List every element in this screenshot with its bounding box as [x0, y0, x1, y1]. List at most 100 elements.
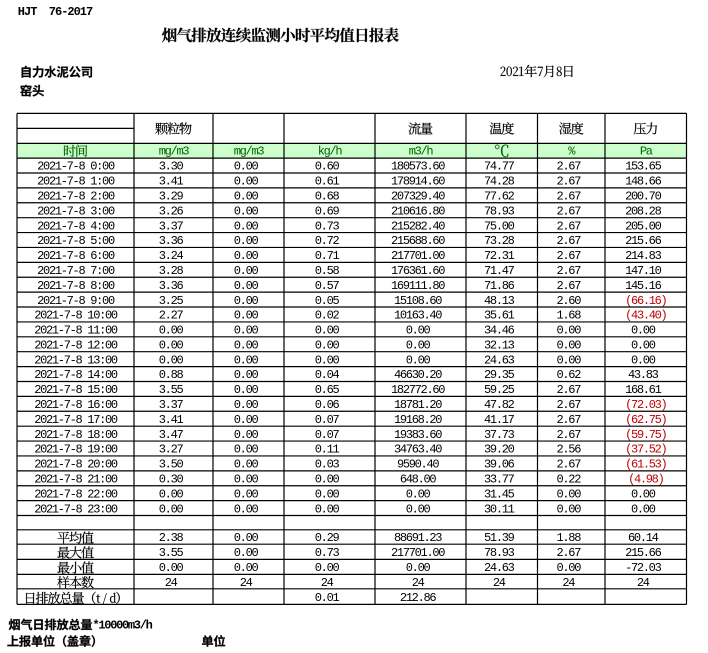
svg-text:0.00: 0.00 [234, 443, 259, 457]
svg-text:0.00: 0.00 [556, 561, 581, 575]
svg-text:0.61: 0.61 [315, 175, 340, 189]
svg-text:3.27: 3.27 [159, 443, 184, 457]
svg-text:2021-7-8 3:00: 2021-7-8 3:00 [37, 204, 115, 218]
svg-text:37.73: 37.73 [484, 428, 515, 442]
svg-text:(61.53): (61.53) [625, 458, 666, 472]
svg-text:215282.40: 215282.40 [391, 219, 445, 233]
svg-text:2021-7-8 17:00: 2021-7-8 17:00 [34, 413, 118, 427]
svg-text:24.63: 24.63 [484, 561, 515, 575]
svg-text:10163.40: 10163.40 [394, 309, 442, 323]
svg-text:214.83: 214.83 [625, 249, 662, 263]
svg-text:0.00: 0.00 [406, 353, 431, 367]
svg-text:2021-7-8 2:00: 2021-7-8 2:00 [37, 190, 115, 204]
svg-text:2.67: 2.67 [556, 234, 581, 248]
svg-text:0.00: 0.00 [234, 219, 259, 233]
svg-text:74.77: 74.77 [484, 160, 515, 174]
svg-text:2.67: 2.67 [556, 279, 581, 293]
svg-text:0.00: 0.00 [315, 339, 340, 353]
svg-text:15108.60: 15108.60 [394, 294, 442, 308]
svg-text:77.62: 77.62 [484, 190, 515, 204]
svg-text:210616.80: 210616.80 [391, 204, 445, 218]
svg-text:24: 24 [493, 576, 506, 590]
svg-text:2021-7-8 15:00: 2021-7-8 15:00 [34, 383, 118, 397]
svg-text:9590.40: 9590.40 [397, 458, 439, 472]
svg-text:2.56: 2.56 [556, 443, 581, 457]
svg-text:0.57: 0.57 [315, 279, 340, 293]
svg-text:2021-7-8 4:00: 2021-7-8 4:00 [37, 219, 115, 233]
svg-text:0.00: 0.00 [234, 383, 259, 397]
svg-text:24: 24 [321, 576, 334, 590]
svg-text:(43.40): (43.40) [625, 309, 666, 323]
svg-text:0.05: 0.05 [315, 294, 340, 308]
svg-text:169111.80: 169111.80 [391, 279, 445, 293]
svg-text:0.00: 0.00 [406, 561, 431, 575]
svg-text:0.29: 0.29 [315, 531, 340, 545]
svg-text:0.00: 0.00 [631, 324, 656, 338]
svg-text:3.28: 3.28 [159, 264, 184, 278]
svg-text:3.26: 3.26 [159, 204, 184, 218]
svg-text:0.00: 0.00 [234, 190, 259, 204]
svg-text:0.00: 0.00 [234, 561, 259, 575]
svg-text:0.00: 0.00 [234, 546, 259, 560]
svg-text:(66.16): (66.16) [625, 294, 666, 308]
svg-text:3.55: 3.55 [159, 546, 184, 560]
svg-text:(72.03): (72.03) [625, 398, 666, 412]
svg-text:0.11: 0.11 [315, 443, 340, 457]
svg-text:46630.20: 46630.20 [394, 368, 442, 382]
svg-text:34.46: 34.46 [484, 324, 515, 338]
svg-text:0.72: 0.72 [315, 234, 340, 248]
svg-text:0.00: 0.00 [159, 339, 184, 353]
svg-text:0.65: 0.65 [315, 383, 340, 397]
svg-text:60.14: 60.14 [628, 531, 659, 545]
svg-text:0.73: 0.73 [315, 219, 340, 233]
svg-text:31.45: 31.45 [484, 487, 515, 501]
svg-text:3.36: 3.36 [159, 234, 184, 248]
svg-text:168.61: 168.61 [625, 383, 662, 397]
svg-text:0.00: 0.00 [406, 502, 431, 516]
svg-text:2.67: 2.67 [556, 160, 581, 174]
svg-text:0.07: 0.07 [315, 428, 340, 442]
svg-text:0.30: 0.30 [159, 473, 184, 487]
svg-text:0.00: 0.00 [556, 502, 581, 516]
svg-text:215.66: 215.66 [625, 546, 662, 560]
svg-text:0.00: 0.00 [234, 249, 259, 263]
svg-text:2021-7-8 8:00: 2021-7-8 8:00 [37, 279, 115, 293]
svg-text:3.37: 3.37 [159, 219, 184, 233]
svg-text:0.00: 0.00 [315, 561, 340, 575]
svg-text:-72.03: -72.03 [625, 561, 662, 575]
svg-text:0.00: 0.00 [631, 502, 656, 516]
svg-text:0.00: 0.00 [631, 487, 656, 501]
svg-text:0.00: 0.00 [234, 487, 259, 501]
svg-text:19168.20: 19168.20 [394, 413, 442, 427]
svg-text:2021-7-8 5:00: 2021-7-8 5:00 [37, 234, 115, 248]
svg-text:HJT 76-2017: HJT 76-2017 [18, 5, 93, 19]
svg-text:3.37: 3.37 [159, 398, 184, 412]
svg-text:2.60: 2.60 [556, 294, 581, 308]
svg-text:24: 24 [412, 576, 425, 590]
svg-text:0.00: 0.00 [556, 353, 581, 367]
svg-text:(59.75): (59.75) [625, 428, 666, 442]
svg-text:2021-7-8 19:00: 2021-7-8 19:00 [34, 443, 118, 457]
svg-text:0.00: 0.00 [315, 324, 340, 338]
svg-text:200.70: 200.70 [625, 190, 662, 204]
svg-text:2.67: 2.67 [556, 383, 581, 397]
svg-text:2021-7-8 12:00: 2021-7-8 12:00 [34, 339, 118, 353]
svg-text:0.01: 0.01 [315, 591, 340, 605]
svg-text:3.36: 3.36 [159, 279, 184, 293]
svg-text:0.00: 0.00 [234, 458, 259, 472]
svg-text:0.00: 0.00 [631, 339, 656, 353]
svg-text:0.00: 0.00 [159, 487, 184, 501]
svg-text:30.11: 30.11 [484, 502, 515, 516]
svg-text:1.88: 1.88 [556, 531, 581, 545]
svg-text:47.82: 47.82 [484, 398, 515, 412]
svg-text:153.65: 153.65 [625, 160, 662, 174]
svg-text:m3/h: m3/h [409, 145, 434, 159]
svg-text:3.47: 3.47 [159, 428, 184, 442]
svg-text:32.13: 32.13 [484, 339, 515, 353]
svg-text:3.29: 3.29 [159, 190, 184, 204]
svg-text:24.63: 24.63 [484, 353, 515, 367]
svg-text:0.00: 0.00 [234, 368, 259, 382]
svg-text:205.00: 205.00 [625, 219, 662, 233]
svg-text:71.47: 71.47 [484, 264, 515, 278]
svg-text:215688.60: 215688.60 [391, 234, 445, 248]
